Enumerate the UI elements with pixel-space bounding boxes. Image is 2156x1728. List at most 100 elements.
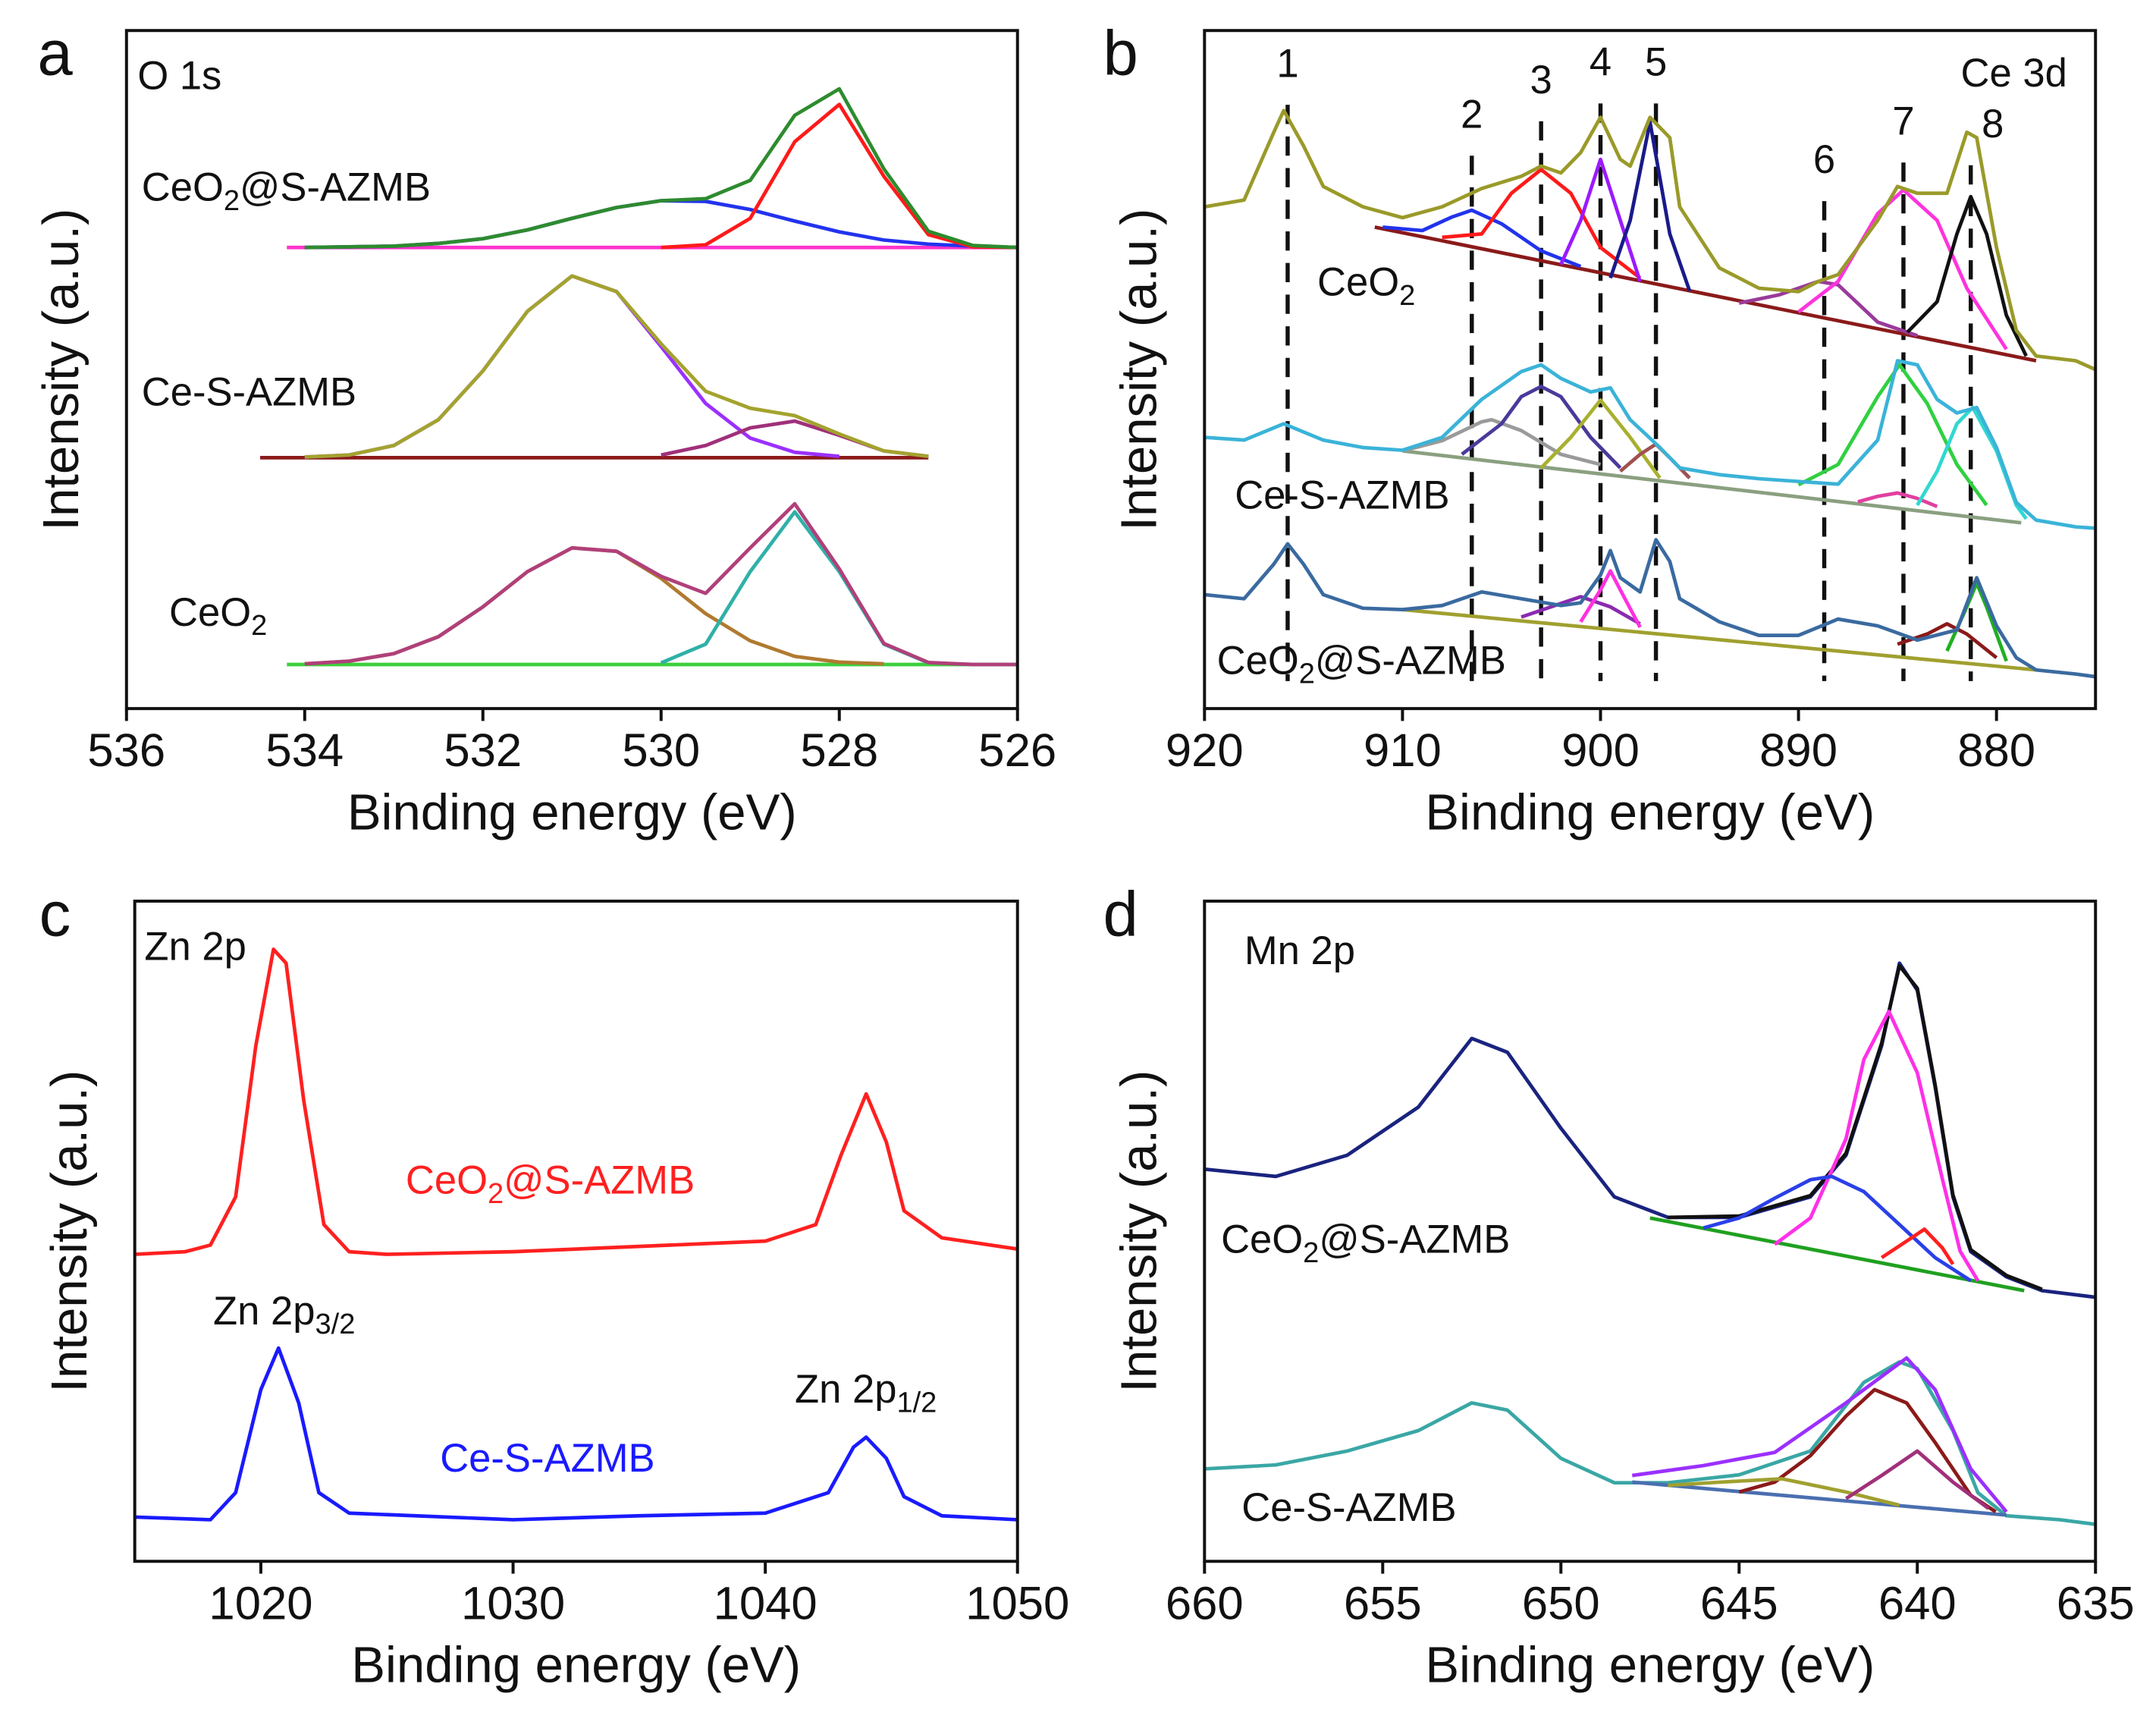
annotation-text: CeO xyxy=(142,165,224,209)
spectrum-line xyxy=(1703,1174,1972,1283)
annotation-text: Zn 2p xyxy=(795,1367,896,1412)
spectrum-line xyxy=(1945,581,2008,662)
x-tick-label: 640 xyxy=(1878,1577,1957,1629)
spectrum-line xyxy=(1773,1009,1980,1282)
y-axis-label: Intensity (a.u.) xyxy=(1110,209,1167,531)
spectrum-line xyxy=(1668,1477,1900,1507)
plot-frame xyxy=(133,899,1019,1563)
x-tick-label: 526 xyxy=(978,724,1056,777)
annotation: Ce-S-AZMB xyxy=(142,370,356,415)
panel-label: b xyxy=(1103,18,1138,89)
spectrum-line xyxy=(1649,1216,2025,1293)
peak-label: 6 xyxy=(1813,137,1835,182)
annotation: CeO2@S-AZMB xyxy=(142,165,431,216)
annotation-text: O 1s xyxy=(137,54,221,99)
x-tick-label: 528 xyxy=(800,724,878,777)
spectrum-line xyxy=(1559,157,1642,282)
x-tick-label: 534 xyxy=(265,724,344,777)
annotation-text: @S-AZMB xyxy=(504,1158,695,1203)
peak-label: 8 xyxy=(1982,102,2004,146)
spectrum-line xyxy=(661,102,1018,250)
x-axis-label: Binding energy (eV) xyxy=(1425,784,1875,840)
annotation-subscript: 2 xyxy=(1303,1237,1319,1269)
x-tick-label: 650 xyxy=(1522,1577,1600,1629)
annotation: CeO2 xyxy=(1317,260,1415,312)
x-tick-label: 1040 xyxy=(714,1577,818,1629)
annotation: Mn 2p xyxy=(1244,928,1355,973)
annotation: Ce-S-AZMB xyxy=(1235,473,1449,518)
spectrum-line xyxy=(1668,963,2043,1291)
x-tick-label: 920 xyxy=(1166,724,1244,777)
peak-label: 5 xyxy=(1645,39,1667,84)
spectrum-line xyxy=(304,274,929,459)
spectrum-line xyxy=(1374,225,2037,363)
spectrum-line xyxy=(1631,1356,2008,1513)
plot-frame xyxy=(124,29,1019,711)
spectrum-line xyxy=(1857,491,1938,508)
spectrum-line xyxy=(1442,168,1642,280)
annotation-text: Zn 2p xyxy=(144,924,246,969)
plot-frame xyxy=(1203,899,2098,1563)
x-tick-label: 880 xyxy=(1957,724,2035,777)
spectrum-line xyxy=(1461,385,1622,470)
annotation-text: Ce-S-AZMB xyxy=(440,1436,654,1481)
spectrum-line xyxy=(1401,417,1602,467)
y-axis-label: Intensity (a.u.) xyxy=(33,209,89,531)
x-axis-label: Binding energy (eV) xyxy=(1425,1636,1875,1693)
annotation-subscript: 2 xyxy=(488,1178,504,1210)
x-axis-label: Binding energy (eV) xyxy=(351,1636,801,1693)
x-tick-label: 900 xyxy=(1561,724,1640,777)
annotation: Ce 3d xyxy=(1961,51,2067,96)
annotation: Zn 2p xyxy=(144,924,246,969)
x-tick-label: 660 xyxy=(1166,1577,1244,1629)
annotation-text: @S-AZMB xyxy=(240,165,431,209)
spectrum-line xyxy=(1738,1387,1997,1513)
spectrum-line xyxy=(1204,538,2096,679)
annotation-subscript: 1/2 xyxy=(896,1387,937,1419)
spectrum-line xyxy=(1539,398,1662,479)
annotation-subscript: 2 xyxy=(1299,658,1315,690)
spectrum-line xyxy=(1738,279,1919,338)
annotation: CeO2@S-AZMB xyxy=(1221,1217,1510,1269)
annotation-text: Ce-S-AZMB xyxy=(1235,473,1449,518)
peak-label: 7 xyxy=(1892,99,1914,143)
y-axis-label: Intensity (a.u.) xyxy=(1110,1070,1167,1393)
annotation-subscript: 3/2 xyxy=(315,1309,355,1340)
spectrum-line xyxy=(1632,1480,2007,1517)
panel: 1 2 3 4 5 6 7 8 920 910 900 890 880 Binding energy (e… xyxy=(1103,18,2098,840)
annotation-text: Ce 3d xyxy=(1961,51,2067,96)
y-axis-label: Intensity (a.u.) xyxy=(41,1070,98,1393)
x-tick-label: 1030 xyxy=(461,1577,565,1629)
spectrum-line xyxy=(1204,108,2097,372)
annotation-text: CeO xyxy=(1217,638,1299,683)
spectrum-line xyxy=(660,510,930,664)
spectrum-line xyxy=(134,947,1018,1256)
annotation-subscript: 2 xyxy=(224,185,240,217)
spectrum-line xyxy=(1608,120,1692,292)
x-tick-label: 890 xyxy=(1759,724,1837,777)
annotation: CeO2@S-AZMB xyxy=(1217,638,1506,690)
spectrum-line xyxy=(1520,595,1641,626)
x-tick-label: 532 xyxy=(444,724,522,777)
spectrum-line xyxy=(1880,1227,1955,1265)
annotation-text: Zn 2p xyxy=(213,1289,315,1334)
peak-label: 2 xyxy=(1461,92,1483,137)
panel: 536 534 532 530 528 526 Binding energy (eV) Int… xyxy=(33,18,1056,841)
annotation: Ce-S-AZMB xyxy=(440,1436,654,1481)
annotation-text: @S-AZMB xyxy=(1315,638,1506,683)
annotation-text: CeO xyxy=(1317,260,1399,305)
x-tick-label: 536 xyxy=(87,724,165,777)
x-tick-label: 645 xyxy=(1700,1577,1778,1629)
spectrum-line xyxy=(304,274,839,459)
panel-label: a xyxy=(37,18,73,89)
annotation-text: Ce-S-AZMB xyxy=(142,370,356,415)
x-tick-label: 910 xyxy=(1364,724,1442,777)
spectrum-line xyxy=(1204,359,2096,530)
annotation-text: Mn 2p xyxy=(1244,928,1355,973)
spectrum-line xyxy=(304,545,884,666)
peak-label: 3 xyxy=(1530,58,1552,102)
x-tick-label: 635 xyxy=(2057,1577,2135,1629)
spectrum-line xyxy=(1382,208,1582,269)
